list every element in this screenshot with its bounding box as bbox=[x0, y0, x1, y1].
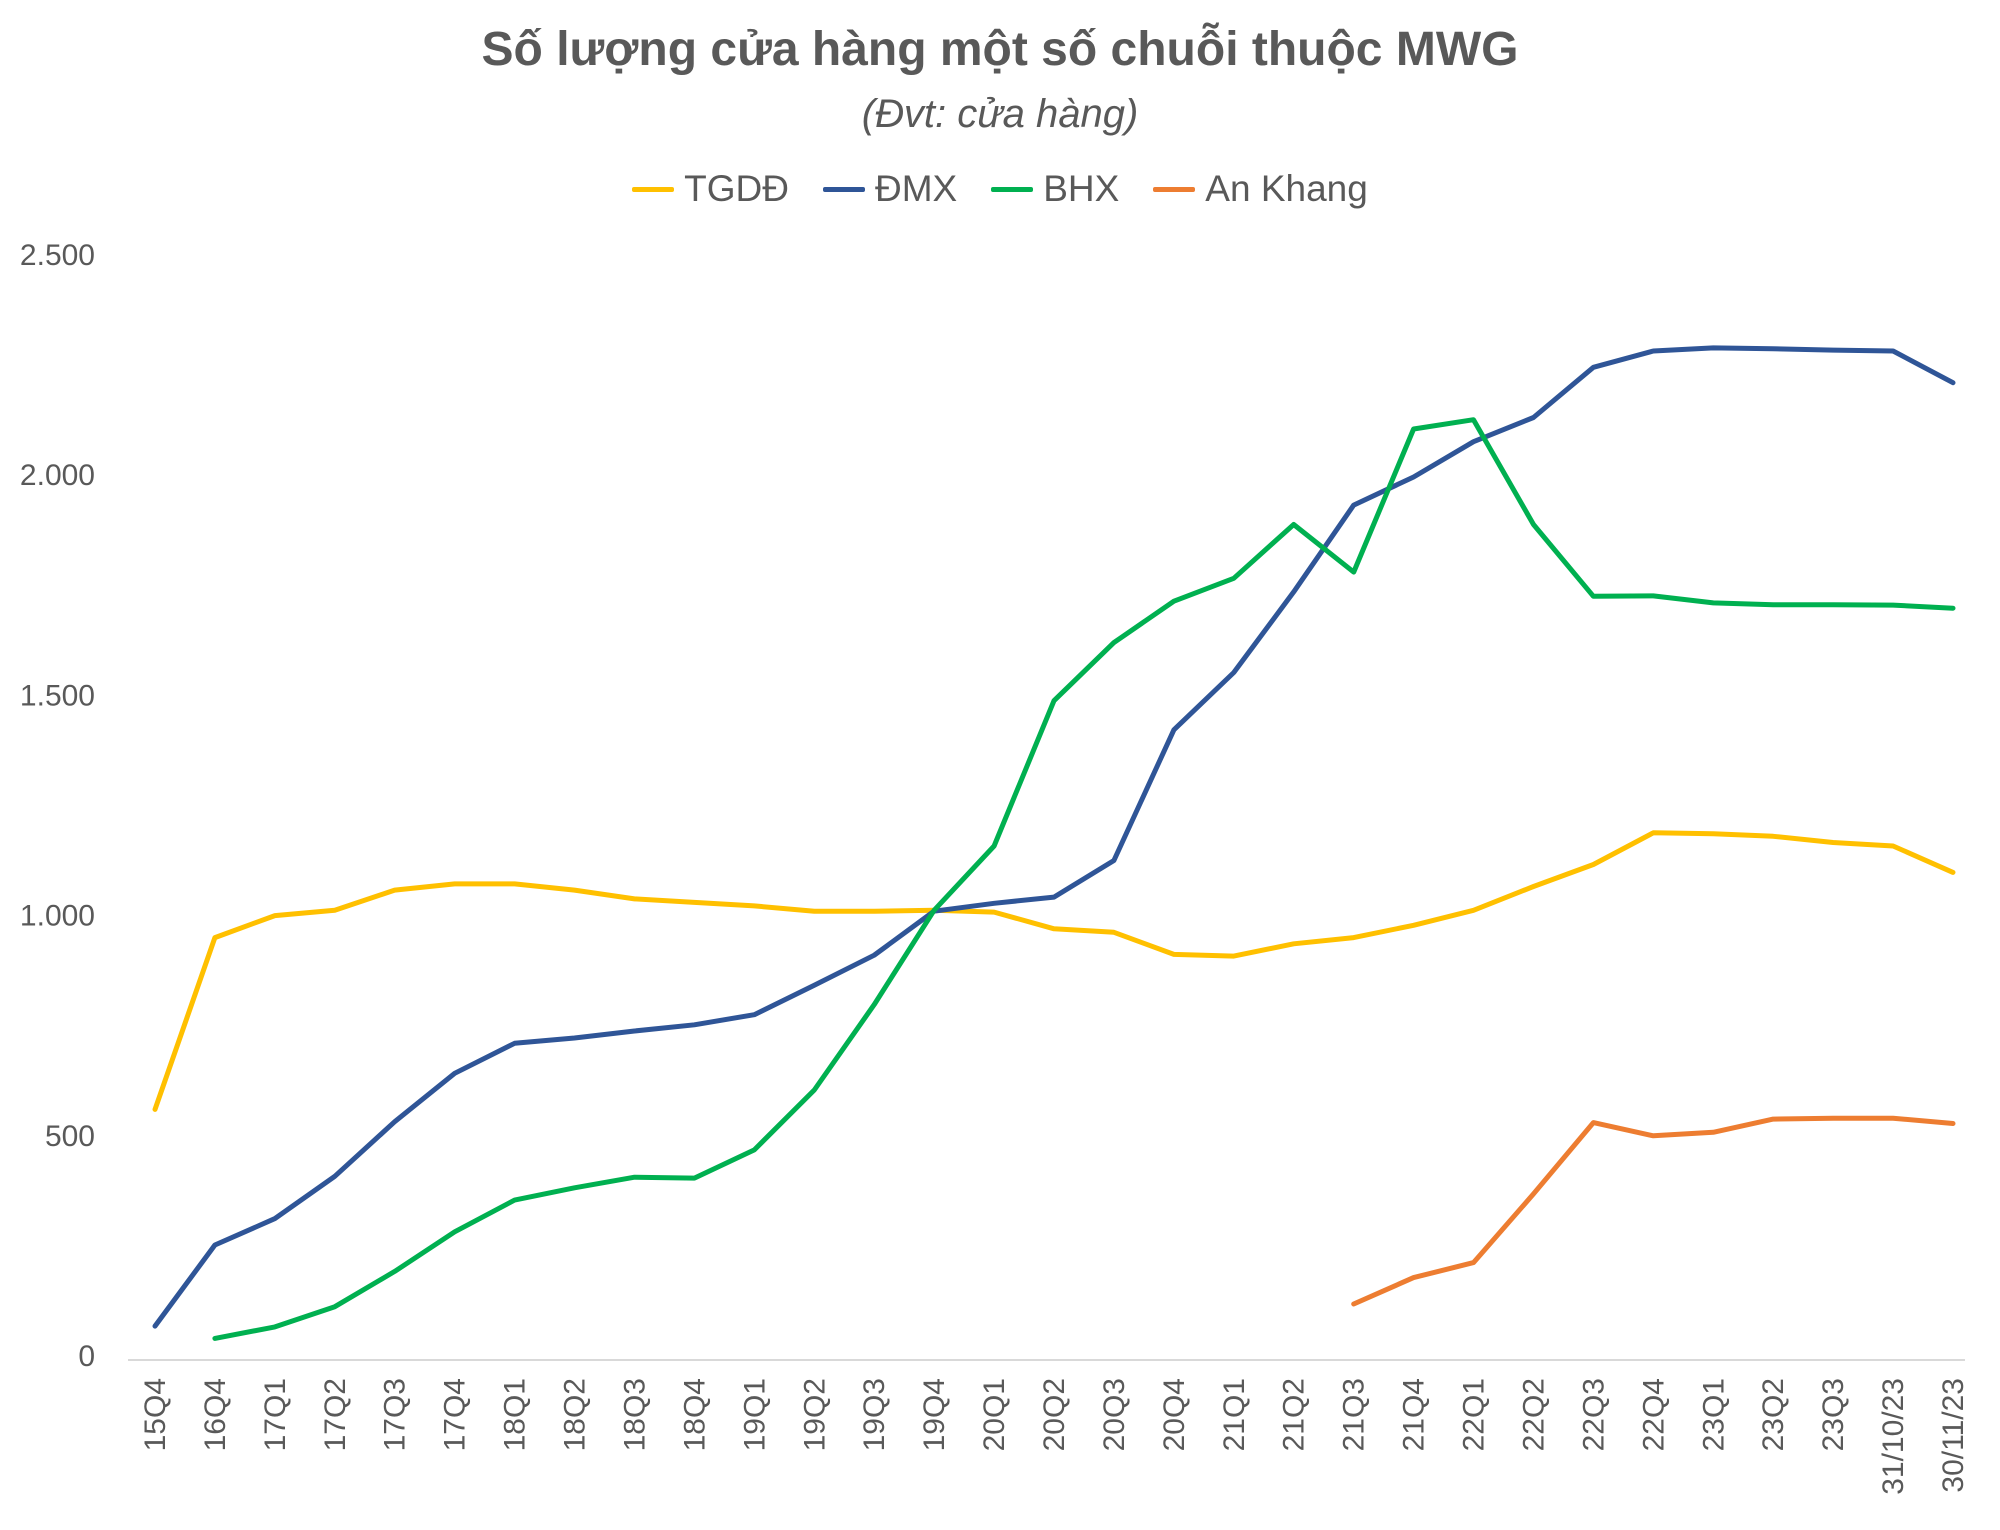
chart-title: Số lượng cửa hàng một số chuỗi thuộc MWG bbox=[481, 23, 1519, 76]
legend-label-an-khang: An Khang bbox=[1205, 168, 1368, 209]
y-tick-label: 1.500 bbox=[20, 679, 95, 712]
x-tick-label: 21Q2 bbox=[1278, 1378, 1311, 1451]
legend-swatch-an-khang bbox=[1153, 186, 1196, 192]
x-tick-label: 23Q1 bbox=[1697, 1378, 1730, 1451]
x-tick-label: 21Q1 bbox=[1218, 1378, 1251, 1451]
x-tick-label: 17Q1 bbox=[259, 1378, 292, 1451]
x-tick-label: 30/11/23 bbox=[1937, 1378, 1970, 1493]
x-tick-label: 20Q3 bbox=[1098, 1378, 1131, 1451]
y-tick-label: 2.500 bbox=[20, 239, 95, 272]
x-tick-label: 18Q3 bbox=[618, 1378, 651, 1451]
series-lines bbox=[152, 345, 1956, 1341]
y-tick-label: 500 bbox=[45, 1120, 95, 1153]
x-tick-label: 18Q2 bbox=[559, 1378, 592, 1451]
x-tick-label: 19Q4 bbox=[918, 1378, 951, 1451]
x-tick-label: 22Q3 bbox=[1577, 1378, 1610, 1451]
x-tick-label: 19Q3 bbox=[858, 1378, 891, 1451]
legend-label-bhx: BHX bbox=[1043, 168, 1120, 209]
x-tick-label: 17Q4 bbox=[439, 1378, 472, 1451]
chart-subtitle: (Đvt: cửa hàng) bbox=[861, 92, 1139, 136]
x-tick-label: 19Q2 bbox=[798, 1378, 831, 1451]
y-tick-label: 0 bbox=[78, 1340, 95, 1373]
x-tick-label: 22Q1 bbox=[1458, 1378, 1491, 1451]
series-line-dmx bbox=[152, 345, 1956, 1329]
legend-entry-dmx: ĐMX bbox=[822, 168, 958, 210]
x-tick-label: 20Q1 bbox=[978, 1378, 1011, 1451]
x-tick-label: 18Q4 bbox=[678, 1378, 711, 1451]
x-tick-label: 18Q1 bbox=[499, 1378, 532, 1451]
x-tick-label: 19Q1 bbox=[738, 1378, 771, 1451]
x-tick-label: 17Q3 bbox=[379, 1378, 412, 1451]
x-tick-label: 16Q4 bbox=[199, 1378, 232, 1451]
x-tick-label: 22Q2 bbox=[1517, 1378, 1550, 1451]
x-tick-label: 31/10/23 bbox=[1877, 1378, 1910, 1495]
legend-swatch-dmx bbox=[822, 186, 865, 192]
legend-swatch-bhx bbox=[991, 186, 1034, 192]
series-line-an-khang bbox=[1351, 1115, 1956, 1307]
legend-entry-bhx: BHX bbox=[991, 168, 1119, 210]
legend-swatch-tgdd bbox=[632, 186, 675, 192]
legend-label-tgdd: TGDĐ bbox=[684, 168, 789, 209]
legend-entry-an-khang: An Khang bbox=[1153, 168, 1368, 210]
x-tick-label: 23Q2 bbox=[1757, 1378, 1790, 1451]
x-tick-label: 21Q3 bbox=[1338, 1378, 1371, 1451]
series-line-bhx bbox=[212, 417, 1956, 1341]
legend: TGDĐ ĐMX BHX An Khang bbox=[0, 168, 2000, 210]
x-tick-label: 22Q4 bbox=[1637, 1378, 1670, 1451]
series-line-tgdd bbox=[152, 830, 1956, 1112]
x-tick-label: 20Q2 bbox=[1038, 1378, 1071, 1451]
legend-entry-tgdd: TGDĐ bbox=[632, 168, 789, 210]
x-axis: 15Q4 16Q4 17Q1 17Q2 17Q3 17Q4 18Q1 18Q2 18Q3 18Q4… bbox=[128, 1359, 1970, 1495]
x-tick-label: 20Q4 bbox=[1158, 1378, 1191, 1451]
y-axis: 0 500 1.000 1.500 2.000 2.500 bbox=[20, 239, 95, 1373]
y-tick-label: 2.000 bbox=[20, 459, 95, 492]
x-tick-label: 21Q4 bbox=[1398, 1378, 1431, 1451]
legend-label-dmx: ĐMX bbox=[874, 168, 958, 209]
x-tick-label: 23Q3 bbox=[1817, 1378, 1850, 1451]
x-tick-label: 15Q4 bbox=[139, 1378, 172, 1451]
y-tick-label: 1.000 bbox=[20, 900, 95, 933]
x-tick-label: 17Q2 bbox=[319, 1378, 352, 1451]
